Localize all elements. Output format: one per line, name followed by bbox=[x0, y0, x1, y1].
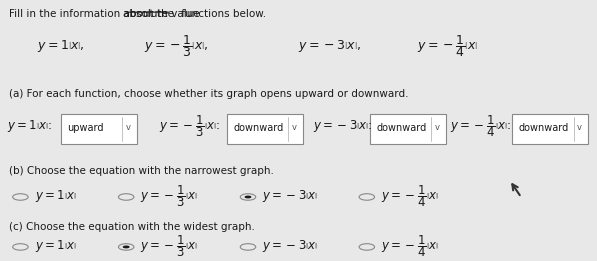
Text: $y=-\dfrac{1}{4}\left|x\right|$: $y=-\dfrac{1}{4}\left|x\right|$ bbox=[381, 183, 439, 209]
Text: $y=1\left|x\right|$: $y=1\left|x\right|$ bbox=[35, 238, 76, 254]
Text: Fill in the information about the: Fill in the information about the bbox=[8, 9, 177, 19]
Text: v: v bbox=[435, 123, 439, 132]
Text: v: v bbox=[125, 123, 131, 132]
Text: upward: upward bbox=[67, 122, 104, 133]
Text: $y=-\dfrac{1}{3}\left|x\right|,$: $y=-\dfrac{1}{3}\left|x\right|,$ bbox=[144, 33, 208, 59]
Text: (b) Choose the equation with the narrowest graph.: (b) Choose the equation with the narrowe… bbox=[8, 166, 273, 176]
Text: $y=-\dfrac{1}{3}\left|x\right|$:: $y=-\dfrac{1}{3}\left|x\right|$: bbox=[159, 114, 220, 139]
Text: $y=-3\left|x\right|,$: $y=-3\left|x\right|,$ bbox=[298, 38, 362, 54]
Text: $y=1\left|x\right|$: $y=1\left|x\right|$ bbox=[35, 188, 76, 204]
Text: (c) Choose the equation with the widest graph.: (c) Choose the equation with the widest … bbox=[8, 222, 254, 233]
Text: downward: downward bbox=[376, 122, 427, 133]
Circle shape bbox=[123, 246, 130, 248]
Text: $y=-3\left|x\right|$:: $y=-3\left|x\right|$: bbox=[313, 118, 373, 134]
FancyBboxPatch shape bbox=[370, 114, 446, 144]
Text: $y=-\dfrac{1}{4}\left|x\right|$:: $y=-\dfrac{1}{4}\left|x\right|$: bbox=[450, 114, 511, 139]
Text: v: v bbox=[577, 123, 582, 132]
Text: functions below.: functions below. bbox=[179, 9, 267, 19]
Text: $y=-\dfrac{1}{4}\left|x\right|$: $y=-\dfrac{1}{4}\left|x\right|$ bbox=[381, 233, 439, 259]
Text: $y=-\dfrac{1}{3}\left|x\right|$: $y=-\dfrac{1}{3}\left|x\right|$ bbox=[140, 233, 198, 259]
FancyBboxPatch shape bbox=[61, 114, 137, 144]
Text: $y=1\left|x\right|,$: $y=1\left|x\right|,$ bbox=[37, 38, 85, 54]
Text: $y=-3\left|x\right|$: $y=-3\left|x\right|$ bbox=[262, 188, 318, 204]
Text: $y=-3\left|x\right|$: $y=-3\left|x\right|$ bbox=[262, 238, 318, 254]
Text: downward: downward bbox=[234, 122, 284, 133]
Text: absolute value: absolute value bbox=[123, 9, 200, 19]
Text: (a) For each function, choose whether its graph opens upward or downward.: (a) For each function, choose whether it… bbox=[8, 89, 408, 99]
FancyBboxPatch shape bbox=[512, 114, 589, 144]
Text: $y=-\dfrac{1}{4}\left|x\right|$: $y=-\dfrac{1}{4}\left|x\right|$ bbox=[417, 33, 478, 59]
Text: v: v bbox=[292, 123, 297, 132]
Text: $y=1\left|x\right|$:: $y=1\left|x\right|$: bbox=[7, 118, 53, 134]
Text: downward: downward bbox=[519, 122, 569, 133]
Text: $y=-\dfrac{1}{3}\left|x\right|$: $y=-\dfrac{1}{3}\left|x\right|$ bbox=[140, 183, 198, 209]
FancyBboxPatch shape bbox=[227, 114, 303, 144]
Circle shape bbox=[245, 195, 251, 198]
